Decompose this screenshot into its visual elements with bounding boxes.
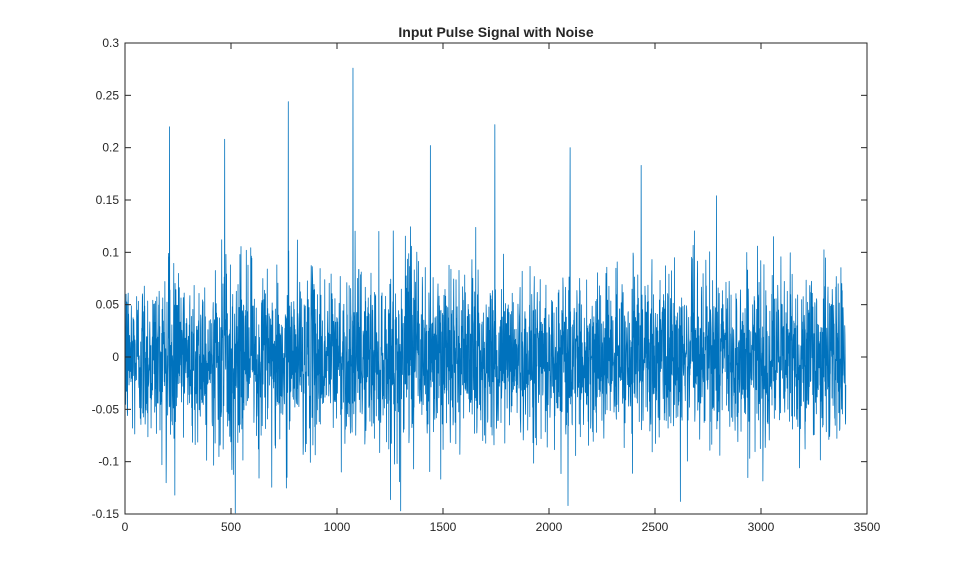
y-tick-label: 0.05 (96, 298, 120, 312)
series-line (124, 67, 847, 514)
x-tick-label: 2500 (642, 520, 669, 534)
x-tick-label: 0 (122, 520, 129, 534)
chart-title: Input Pulse Signal with Noise (398, 24, 593, 40)
series-layer (124, 67, 847, 514)
plot-background (125, 43, 867, 514)
x-tick-label: 500 (221, 520, 241, 534)
plot-frame (124, 42, 868, 515)
ticks-layer: 0 500 1000 1500 2000 2500 3000 3500 -0.15 -0.1 -0.… (92, 36, 881, 534)
y-tick-label: -0.15 (92, 507, 120, 521)
y-tick-label: 0 (112, 350, 119, 364)
y-tick-label: -0.1 (98, 455, 119, 469)
y-tick-label: 0.2 (102, 141, 119, 155)
x-tick-label: 1500 (430, 520, 457, 534)
x-tick-label: 1000 (324, 520, 351, 534)
y-tick-label: 0.3 (102, 36, 119, 50)
y-tick-label: 0.15 (96, 193, 120, 207)
y-tick-label: -0.05 (92, 402, 120, 416)
x-tick-label: 2000 (536, 520, 563, 534)
x-tick-label: 3500 (854, 520, 881, 534)
x-tick-label: 3000 (748, 520, 775, 534)
y-tick-label: 0.1 (102, 245, 119, 259)
y-tick-label: 0.25 (96, 88, 120, 102)
